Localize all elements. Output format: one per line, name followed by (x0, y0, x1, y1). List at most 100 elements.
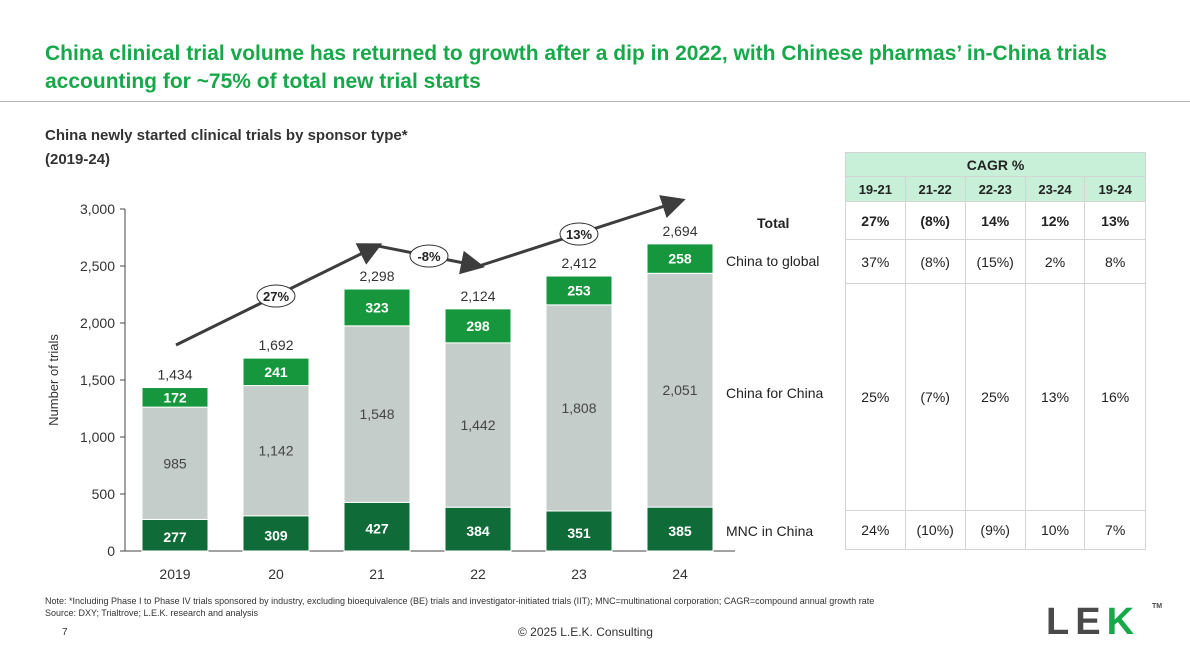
y-tick-label: 3,000 (80, 201, 115, 217)
bar-segment (141, 518, 209, 552)
bar-segment (545, 510, 613, 552)
bar-segment (545, 304, 613, 512)
cagr-cell: (10%) (904, 510, 966, 550)
cagr-year: 21-22 (904, 176, 966, 202)
growth-annotation-ellipse (409, 244, 449, 268)
logo-text: LE (1046, 601, 1107, 643)
bar-segment (343, 501, 411, 552)
chart-subtitle-line2: (2019-24) (45, 151, 111, 168)
x-tick-label: 2019 (159, 566, 190, 582)
bar-value-label: 427 (365, 521, 389, 537)
cagr-row-china-to-global: 37% (8%) (15%) 2% 8% (845, 239, 1146, 284)
cagr-cell: 2% (1024, 239, 1086, 284)
bar-value-label: 985 (163, 455, 187, 471)
cagr-year: 19-24 (1084, 176, 1146, 202)
bar-total-label: 1,434 (157, 367, 192, 383)
bar-value-label: 253 (567, 282, 591, 298)
x-tick-label: 24 (672, 566, 688, 582)
bar-segment (343, 288, 411, 327)
chart-subtitle-line1: China newly started clinical trials by s… (45, 127, 408, 144)
growth-annotation-label: 13% (566, 227, 592, 242)
bar-value-label: 298 (466, 318, 490, 334)
bar-value-label: 385 (668, 523, 692, 539)
y-tick-label: 500 (92, 486, 116, 502)
cagr-cell: 25% (964, 283, 1026, 511)
bar-value-label: 323 (365, 299, 389, 315)
y-tick-label: 2,000 (80, 315, 115, 331)
x-tick-label: 20 (268, 566, 284, 582)
cagr-cell: 7% (1084, 510, 1146, 550)
cagr-header: CAGR % (845, 152, 1146, 177)
growth-annotation-label: 27% (263, 289, 289, 304)
bar-segment (242, 385, 310, 517)
cagr-cell: 27% (845, 201, 906, 240)
bar-value-label: 1,142 (258, 443, 293, 459)
page-title: China clinical trial volume has returned… (45, 42, 1107, 93)
cagr-cell: (15%) (964, 239, 1026, 284)
bar-segment (545, 275, 613, 306)
bar-total-label: 2,694 (662, 223, 697, 239)
cagr-table: CAGR % 19-21 21-22 22-23 23-24 19-24 27%… (845, 152, 1146, 550)
cagr-cell: 16% (1084, 283, 1146, 511)
bar-total-label: 1,692 (258, 337, 293, 353)
series-row-label: China for China (726, 385, 823, 401)
bar-value-label: 351 (567, 525, 591, 541)
footnote-note: Note: *Including Phase I to Phase IV tri… (45, 596, 875, 606)
cagr-cell: (9%) (964, 510, 1026, 550)
cagr-cell: (8%) (904, 239, 966, 284)
stacked-bar-chart: 0 500 1,000 1,500 2,000 2,500 3,000 Number of t… (46, 195, 823, 582)
bar-value-label: 1,442 (460, 417, 495, 433)
y-tick-label: 1,000 (80, 429, 115, 445)
series-row-label: MNC in China (726, 523, 813, 539)
bar-value-label: 309 (264, 527, 288, 543)
cagr-years-row: 19-21 21-22 22-23 23-24 19-24 (845, 176, 1146, 202)
bar-segment (141, 387, 209, 408)
cagr-year: 19-21 (845, 176, 906, 202)
logo-text-k: K (1106, 601, 1141, 643)
x-tick-label: 23 (571, 566, 587, 582)
cagr-cell: 8% (1084, 239, 1146, 284)
cagr-cell: 10% (1024, 510, 1086, 550)
cagr-year: 23-24 (1024, 176, 1086, 202)
footnote: Note: *Including Phase I to Phase IV tri… (45, 595, 874, 619)
y-tick-label: 2,500 (80, 258, 115, 274)
page-number: 7 (62, 627, 68, 638)
bar-total-label: 2,124 (460, 288, 495, 304)
x-tick-label: 21 (369, 566, 385, 582)
bar-value-label: 258 (668, 251, 692, 267)
growth-annotation-ellipse (559, 222, 599, 246)
bar-total-label: 2,298 (359, 268, 394, 284)
cagr-cell: 13% (1024, 283, 1086, 511)
bar-total-label: 2,412 (561, 255, 596, 271)
series-row-label: Total (757, 215, 789, 231)
cagr-row-mnc-in-china: 24% (10%) (9%) 10% 7% (845, 510, 1146, 550)
bar-segment (646, 243, 714, 274)
growth-annotation-ellipse (256, 284, 296, 308)
bar-value-label: 172 (163, 389, 187, 405)
cagr-cell: 14% (964, 201, 1026, 240)
bar-segment (343, 325, 411, 503)
cagr-cell: 13% (1084, 201, 1146, 240)
bar-segment (646, 272, 714, 508)
bar-value-label: 277 (163, 529, 187, 545)
series-row-label: China to global (726, 253, 819, 269)
bar-value-label: 241 (264, 364, 288, 380)
x-tick-label: 22 (470, 566, 486, 582)
bar-segment (242, 357, 310, 387)
cagr-cell: (7%) (904, 283, 966, 511)
copyright: © 2025 L.E.K. Consulting (518, 625, 653, 639)
bar-segment (444, 342, 512, 508)
y-tick-label: 0 (107, 543, 115, 559)
cagr-cell: 25% (845, 283, 906, 511)
logo-tm: TM (1152, 603, 1163, 610)
bar-segment (242, 515, 310, 552)
cagr-row-china-for-china: 25% (7%) 25% 13% 16% (845, 283, 1146, 511)
y-tick-label: 1,500 (80, 372, 115, 388)
bar-value-label: 384 (466, 523, 490, 539)
y-axis-title: Number of trials (46, 334, 61, 426)
lek-logo: LEK TM (1046, 601, 1162, 644)
bar-segment (141, 406, 209, 520)
title-divider (0, 101, 1190, 102)
cagr-cell: (8%) (904, 201, 966, 240)
cagr-row-total: 27% (8%) 14% 12% 13% (845, 201, 1146, 240)
